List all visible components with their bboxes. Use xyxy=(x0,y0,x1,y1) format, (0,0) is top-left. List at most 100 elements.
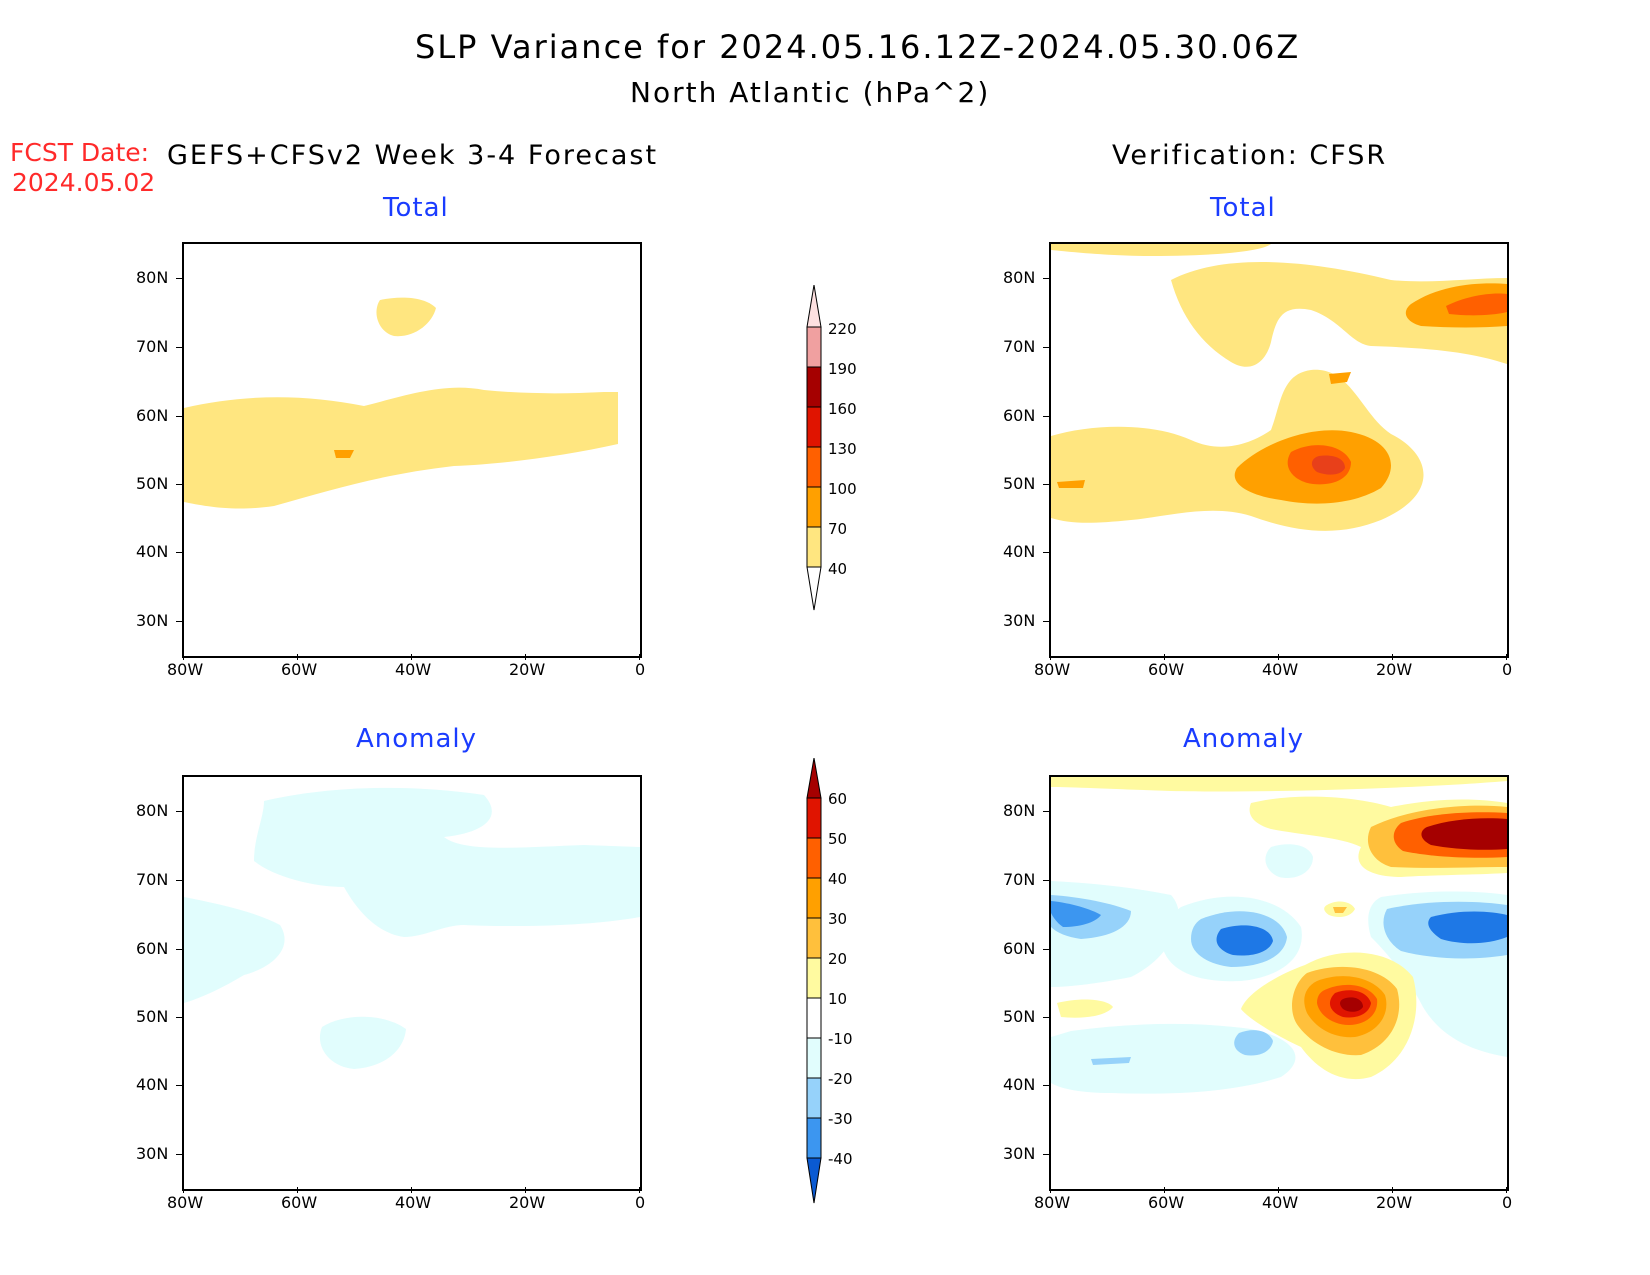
lon-tick-label: 60W xyxy=(281,1193,318,1212)
lat-tick-mark xyxy=(176,1085,183,1086)
lon-tick-mark xyxy=(1050,1187,1051,1193)
lat-tick-label: 40N xyxy=(136,542,169,561)
lat-tick-mark xyxy=(176,880,183,881)
lat-tick-mark xyxy=(1043,621,1050,622)
verif-anom-top-strip xyxy=(1051,777,1507,792)
lon-tick-mark xyxy=(183,654,184,660)
total-colorbar xyxy=(806,285,822,611)
fcst-date-value: 2024.05.02 xyxy=(12,168,156,197)
lat-tick-label: 80N xyxy=(136,268,169,287)
anom-colorbar-seg-m10 xyxy=(806,1037,822,1079)
lat-tick-mark xyxy=(1043,1154,1050,1155)
verif-total-map xyxy=(1049,242,1509,658)
anom-cb-label-m10: -10 xyxy=(828,1030,853,1048)
lon-tick-mark xyxy=(1164,1187,1165,1193)
lat-tick-label: 60N xyxy=(1003,406,1036,425)
lat-tick-mark xyxy=(1043,1017,1050,1018)
lat-tick-mark xyxy=(1043,484,1050,485)
lon-tick-mark xyxy=(1278,654,1279,660)
lat-tick-label: 50N xyxy=(1003,1007,1036,1026)
lat-tick-mark xyxy=(176,416,183,417)
lat-tick-mark xyxy=(176,347,183,348)
fcst-total-map xyxy=(182,242,642,658)
anom-colorbar-seg-10 xyxy=(806,957,822,999)
verif-anom-main-darkred xyxy=(1340,997,1363,1012)
lat-tick-label: 50N xyxy=(136,1007,169,1026)
lon-tick-label: 40W xyxy=(395,1193,432,1212)
fcst-total-band xyxy=(184,387,618,509)
lon-tick-label: 0 xyxy=(635,660,646,679)
total-cb-label-70: 70 xyxy=(828,520,848,538)
fcst-date-label: FCST Date: xyxy=(10,138,150,167)
lon-tick-label: 0 xyxy=(635,1193,646,1212)
lat-tick-mark xyxy=(1043,1085,1050,1086)
lat-tick-label: 40N xyxy=(136,1075,169,1094)
total-cb-label-220: 220 xyxy=(828,320,857,338)
anom-cb-label-10: 10 xyxy=(828,990,848,1008)
lon-tick-mark xyxy=(639,1187,640,1193)
lon-tick-label: 60W xyxy=(1148,1193,1185,1212)
lat-tick-label: 30N xyxy=(136,1144,169,1163)
lon-tick-mark xyxy=(525,1187,526,1193)
lat-tick-mark xyxy=(176,1017,183,1018)
total-colorbar-seg-160 xyxy=(806,366,822,408)
anom-colorbar-seg-m30 xyxy=(806,1117,822,1159)
lat-tick-label: 70N xyxy=(1003,870,1036,889)
fcst-anomaly-label: Anomaly xyxy=(356,724,478,754)
verif-anom-west-darkblue xyxy=(1051,901,1101,927)
chart-subtitle: North Atlantic (hPa^2) xyxy=(630,76,991,109)
total-colorbar-top-triangle xyxy=(806,285,822,328)
verif-anomaly-label: Anomaly xyxy=(1183,724,1305,754)
lat-tick-label: 40N xyxy=(1003,542,1036,561)
fcst-anom-west-blob xyxy=(184,897,285,1003)
lat-tick-mark xyxy=(1043,811,1050,812)
verif-total-top-strip xyxy=(1051,244,1271,256)
verif-total-core xyxy=(1311,455,1345,475)
verif-anom-south-lightblue xyxy=(1051,1023,1296,1094)
lon-tick-label: 80W xyxy=(1034,1193,1071,1212)
lat-tick-label: 30N xyxy=(1003,611,1036,630)
lon-tick-mark xyxy=(297,1187,298,1193)
anom-colorbar-seg-50 xyxy=(806,797,822,839)
fcst-anom-south-blob xyxy=(319,1016,406,1069)
lon-tick-label: 40W xyxy=(1262,1193,1299,1212)
lat-tick-label: 80N xyxy=(136,801,169,820)
lon-tick-mark xyxy=(183,1187,184,1193)
lon-tick-label: 60W xyxy=(1148,660,1185,679)
total-cb-label-190: 190 xyxy=(828,360,857,378)
lat-tick-label: 30N xyxy=(136,611,169,630)
verif-anomaly-map xyxy=(1049,775,1509,1191)
verif-anom-south-dash xyxy=(1091,1057,1131,1065)
verif-anom-east-darkblue xyxy=(1428,911,1507,944)
lon-tick-label: 80W xyxy=(1034,660,1071,679)
verif-total-north-deeporange xyxy=(1446,293,1507,316)
anom-cb-label-m20: -20 xyxy=(828,1070,853,1088)
anom-cb-label-m40: -40 xyxy=(828,1150,853,1168)
lon-tick-label: 20W xyxy=(1376,660,1413,679)
lat-tick-label: 70N xyxy=(1003,337,1036,356)
total-colorbar-seg-40 xyxy=(806,526,822,568)
lat-tick-label: 50N xyxy=(1003,474,1036,493)
anomaly-colorbar xyxy=(806,758,822,1204)
lat-tick-label: 70N xyxy=(136,870,169,889)
lon-tick-mark xyxy=(525,654,526,660)
lat-tick-label: 30N xyxy=(1003,1144,1036,1163)
lat-tick-label: 70N xyxy=(136,337,169,356)
lon-tick-label: 0 xyxy=(1502,660,1513,679)
lat-tick-mark xyxy=(176,278,183,279)
lon-tick-label: 40W xyxy=(395,660,432,679)
anom-colorbar-bottom-triangle xyxy=(806,1157,822,1204)
anom-colorbar-seg-40 xyxy=(806,837,822,879)
anom-cb-label-m30: -30 xyxy=(828,1110,853,1128)
anom-cb-label-50: 50 xyxy=(828,830,848,848)
lon-tick-mark xyxy=(1278,1187,1279,1193)
lon-tick-mark xyxy=(297,654,298,660)
lon-tick-label: 20W xyxy=(509,660,546,679)
verif-total-north-band xyxy=(1171,261,1507,367)
anom-cb-label-40: 40 xyxy=(828,870,848,888)
verif-total-left-orange xyxy=(1057,480,1085,488)
verif-anom-west-yellow xyxy=(1057,999,1113,1018)
lat-tick-mark xyxy=(1043,416,1050,417)
verif-anom-north-darkred xyxy=(1421,818,1507,850)
chart-title: SLP Variance for 2024.05.16.12Z-2024.05.… xyxy=(415,28,1301,66)
